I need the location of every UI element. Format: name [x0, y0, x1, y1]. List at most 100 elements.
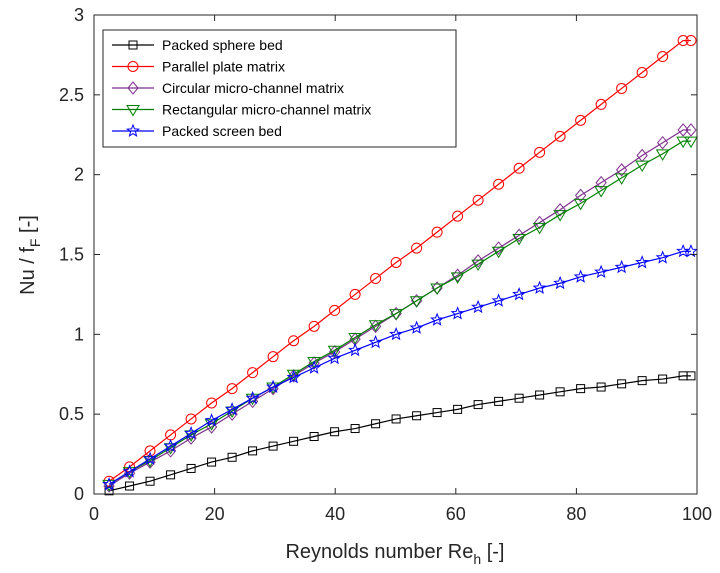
data-point	[472, 254, 484, 268]
data-point	[677, 35, 689, 47]
data-point	[535, 390, 545, 400]
data-point	[452, 210, 464, 222]
data-point	[491, 246, 506, 259]
data-point	[308, 320, 320, 332]
data-point	[247, 367, 259, 379]
y-tick-label: 0.5	[59, 404, 84, 424]
data-point	[637, 376, 647, 386]
data-point	[453, 404, 463, 414]
legend-item: Rectangular micro-channel matrix	[112, 102, 371, 118]
legend-marker	[126, 105, 140, 117]
data-point	[122, 464, 137, 478]
data-point	[329, 304, 341, 316]
data-point	[491, 293, 506, 307]
data-point	[512, 287, 527, 301]
legend-marker	[128, 40, 138, 50]
legend-label: Packed screen bed	[162, 123, 282, 139]
legend-marker	[125, 123, 141, 137]
data-point	[576, 384, 586, 394]
data-point	[266, 379, 281, 393]
data-point	[389, 326, 404, 341]
legend-label: Rectangular micro-channel matrix	[162, 102, 371, 118]
data-point	[595, 175, 607, 190]
legend-marker	[127, 81, 139, 95]
y-tick-label: 2.5	[59, 85, 84, 105]
data-point	[163, 438, 178, 453]
data-point	[390, 256, 402, 268]
data-point	[267, 351, 279, 363]
data-point	[616, 82, 628, 94]
data-point	[248, 446, 258, 456]
data-point	[554, 203, 566, 217]
y-tick-label: 2	[74, 165, 84, 185]
data-point	[207, 457, 217, 467]
data-point	[685, 35, 697, 47]
data-point	[206, 397, 218, 409]
legend-item: Packed screen bed	[112, 123, 282, 139]
x-tick-label: 40	[325, 504, 345, 524]
data-point	[676, 136, 691, 149]
data-point	[348, 333, 362, 345]
data-point	[683, 243, 698, 258]
data-point	[532, 222, 547, 235]
data-point	[245, 390, 260, 405]
data-point	[573, 269, 588, 283]
legend-box	[102, 29, 457, 148]
data-point	[349, 288, 361, 300]
data-point	[596, 382, 606, 392]
x-tick-label: 60	[446, 504, 466, 524]
data-point	[186, 463, 196, 473]
data-point	[225, 402, 240, 416]
data-point	[574, 188, 587, 203]
data-point	[450, 272, 465, 284]
data-point	[534, 146, 546, 158]
data-point	[514, 393, 524, 403]
data-point	[512, 234, 526, 246]
data-point	[370, 272, 382, 284]
data-point	[553, 275, 568, 290]
data-point	[471, 299, 486, 314]
x-axis-label: Reynolds number Reh [-]	[285, 541, 504, 567]
data-point	[554, 130, 566, 142]
data-point	[684, 136, 698, 149]
data-point	[656, 135, 669, 150]
x-tick-label: 80	[566, 504, 586, 524]
data-point	[431, 226, 443, 238]
data-point	[348, 342, 363, 357]
data-point	[595, 98, 607, 110]
data-point	[657, 51, 669, 63]
data-point	[685, 123, 697, 137]
legend-item: Circular micro-channel matrix	[112, 80, 344, 96]
data-point	[472, 194, 484, 206]
data-point	[102, 477, 117, 491]
y-tick-label: 0	[74, 484, 84, 504]
data-point	[513, 162, 525, 174]
data-point	[532, 280, 547, 294]
data-point	[430, 312, 445, 326]
legend-label: Packed sphere bed	[162, 37, 283, 53]
data-point	[307, 356, 321, 369]
data-point	[204, 413, 219, 427]
data-point	[286, 370, 301, 384]
x-tick-label: 20	[205, 504, 225, 524]
data-point	[655, 250, 670, 264]
data-point	[430, 283, 444, 296]
data-point	[615, 163, 628, 177]
legend: Packed sphere bed Parallel plate matrix Ci…	[102, 29, 457, 148]
data-point	[368, 334, 383, 349]
data-point	[636, 66, 648, 78]
data-point	[143, 451, 158, 465]
series-line	[108, 39, 691, 482]
data-point	[289, 436, 299, 446]
data-point	[288, 335, 300, 347]
data-point	[533, 215, 546, 230]
data-point	[614, 259, 629, 274]
data-point	[409, 296, 424, 308]
data-point	[492, 241, 505, 255]
data-point	[327, 350, 342, 365]
data-point	[594, 264, 609, 279]
data-point	[409, 320, 424, 334]
x-tick-label: 100	[682, 504, 712, 524]
data-point	[307, 360, 322, 374]
